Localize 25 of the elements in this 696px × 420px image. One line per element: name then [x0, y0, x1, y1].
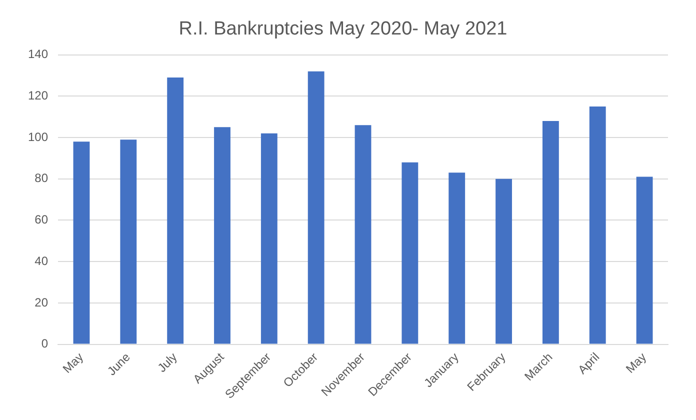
bar	[496, 178, 512, 344]
bar	[120, 140, 137, 344]
bar	[214, 127, 230, 344]
bar	[260, 133, 278, 344]
y-tick-label: 80	[34, 171, 48, 186]
bar	[73, 142, 90, 344]
y-tick-label: 20	[34, 295, 48, 310]
bar	[589, 106, 606, 344]
y-tick-label: 0	[41, 336, 48, 351]
x-tick-label: May	[623, 350, 650, 376]
bar	[354, 125, 372, 344]
y-tick-label: 40	[34, 254, 48, 268]
bar	[636, 176, 653, 344]
bar	[308, 71, 324, 344]
bar	[542, 120, 559, 344]
bar	[448, 172, 466, 344]
x-tick-label: July	[154, 350, 180, 375]
y-tick-label: 120	[28, 88, 48, 102]
x-tick-label: May	[60, 350, 86, 376]
y-tick-label: 60	[34, 212, 48, 227]
bar	[402, 162, 418, 344]
bar	[167, 78, 184, 344]
chart-title: R.I. Bankruptcies May 2020- May 2021	[178, 18, 508, 40]
y-tick-label: 140	[28, 47, 48, 62]
y-tick-label: 100	[28, 130, 48, 144]
